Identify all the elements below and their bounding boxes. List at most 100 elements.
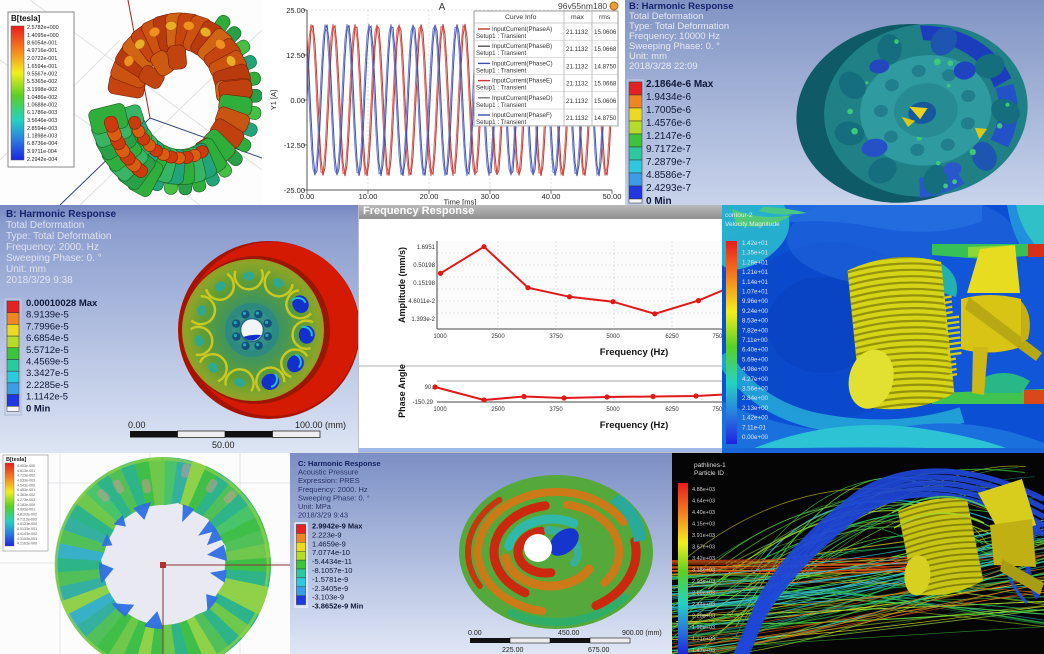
svg-text:3.67e+03: 3.67e+03 (692, 545, 715, 551)
svg-text:1.35e+01: 1.35e+01 (742, 250, 769, 257)
svg-text:max: max (571, 14, 584, 21)
svg-text:2.93e+03: 2.93e+03 (692, 579, 715, 585)
svg-text:2.2285e-5: 2.2285e-5 (26, 380, 69, 391)
svg-text:1.393e-2: 1.393e-2 (411, 317, 435, 323)
svg-text:InputCurrent(PhaseE): InputCurrent(PhaseE) (492, 78, 552, 85)
svg-text:0 Min: 0 Min (26, 403, 50, 414)
svg-text:21.1132: 21.1132 (566, 98, 588, 105)
svg-text:3.5646e-003: 3.5646e-003 (27, 118, 57, 124)
svg-text:2.1864e-6 Max: 2.1864e-6 Max (646, 79, 714, 90)
svg-text:14.8750: 14.8750 (594, 63, 617, 70)
svg-text:21.1132: 21.1132 (566, 81, 588, 88)
svg-text:A: A (439, 2, 446, 13)
svg-text:3.9711e-004: 3.9711e-004 (27, 149, 57, 155)
svg-text:9.7172e-7: 9.7172e-7 (646, 144, 691, 155)
svg-text:Frequency: 2000. Hz: Frequency: 2000. Hz (298, 485, 368, 494)
svg-text:contour-2: contour-2 (725, 212, 753, 219)
svg-text:4.633e-003: 4.633e-003 (17, 479, 35, 483)
svg-text:4.9716e-001: 4.9716e-001 (27, 48, 57, 54)
svg-text:1.07e+01: 1.07e+01 (742, 289, 769, 296)
svg-text:4.88e+03: 4.88e+03 (692, 487, 715, 493)
svg-text:9.96e+00: 9.96e+00 (742, 298, 769, 305)
svg-text:2.69e+03: 2.69e+03 (692, 591, 715, 597)
svg-text:0.00: 0.00 (128, 420, 146, 430)
svg-text:4.6123e-000: 4.6123e-000 (17, 522, 37, 526)
svg-text:InputCurrent(PhaseD): InputCurrent(PhaseD) (492, 95, 553, 102)
svg-text:InputCurrent(PhaseB): InputCurrent(PhaseB) (492, 43, 552, 50)
svg-text:4.40e+03: 4.40e+03 (692, 510, 715, 516)
svg-text:4.4569e-5: 4.4569e-5 (26, 357, 69, 368)
svg-text:Acoustic Pressure: Acoustic Pressure (298, 468, 358, 477)
svg-text:4.2163e-000: 4.2163e-000 (17, 542, 37, 546)
svg-text:7.11e-01: 7.11e-01 (742, 424, 767, 431)
svg-text:-5.4434e-11: -5.4434e-11 (312, 557, 352, 566)
svg-text:4.4143e-002: 4.4143e-002 (17, 532, 37, 536)
svg-text:2018/3/29 9:43: 2018/3/29 9:43 (298, 511, 348, 520)
svg-text:2.2942e-004: 2.2942e-004 (27, 157, 57, 163)
svg-text:7.7996e-5: 7.7996e-5 (26, 321, 69, 332)
svg-text:4.273e-003: 4.273e-003 (17, 498, 35, 502)
svg-text:1.47e+03: 1.47e+03 (692, 648, 715, 654)
svg-text:Setup1 : Transient: Setup1 : Transient (476, 33, 526, 40)
svg-text:InputCurrent(PhaseF): InputCurrent(PhaseF) (492, 112, 552, 119)
svg-text:1.2147e-6: 1.2147e-6 (646, 131, 691, 142)
svg-text:1.9434e-6: 1.9434e-6 (646, 92, 691, 103)
svg-text:4.8103e-002: 4.8103e-002 (17, 513, 37, 517)
svg-text:5.5365e-002: 5.5365e-002 (27, 79, 57, 85)
svg-text:15.0606: 15.0606 (594, 29, 617, 36)
svg-text:Unit: MPa: Unit: MPa (298, 502, 332, 511)
svg-text:4.183e-000: 4.183e-000 (17, 503, 35, 507)
svg-text:1000: 1000 (433, 407, 447, 413)
svg-text:15.0606: 15.0606 (594, 98, 617, 105)
svg-text:1.0486e-002: 1.0486e-002 (27, 95, 57, 101)
svg-text:Setup1 : Transient: Setup1 : Transient (476, 50, 526, 57)
svg-text:Setup1 : Transient: Setup1 : Transient (476, 85, 526, 92)
svg-text:1.6951: 1.6951 (417, 245, 436, 251)
svg-text:B[tesla]: B[tesla] (11, 14, 41, 23)
svg-text:450.00: 450.00 (558, 630, 580, 637)
svg-text:Setup1 : Transient: Setup1 : Transient (476, 102, 526, 109)
svg-text:4.723e-002: 4.723e-002 (17, 474, 35, 478)
svg-text:Frequency: 2000. Hz: Frequency: 2000. Hz (6, 242, 99, 253)
svg-text:rms: rms (599, 14, 611, 21)
svg-text:2.13e+00: 2.13e+00 (742, 405, 769, 412)
svg-text:Phase Angle: Phase Angle (397, 364, 407, 418)
svg-text:2018/3/28 22:09: 2018/3/28 22:09 (629, 61, 698, 72)
svg-text:21.1132: 21.1132 (566, 29, 588, 36)
svg-text:1.71e+03: 1.71e+03 (692, 637, 715, 643)
svg-text:1.1898e-003: 1.1898e-003 (27, 134, 57, 140)
svg-text:4.543e-000: 4.543e-000 (17, 483, 35, 487)
svg-text:9.24e+00: 9.24e+00 (742, 308, 769, 315)
svg-text:Frequency (Hz): Frequency (Hz) (600, 420, 669, 431)
svg-text:2018/3/29 9:38: 2018/3/29 9:38 (6, 275, 73, 286)
svg-text:7.0774e-10: 7.0774e-10 (312, 548, 350, 557)
svg-text:2.223e-9: 2.223e-9 (312, 530, 342, 539)
svg-text:7.82e+00: 7.82e+00 (742, 327, 769, 334)
svg-text:Particle ID: Particle ID (694, 470, 724, 477)
svg-text:5.5712e-5: 5.5712e-5 (26, 345, 69, 356)
svg-text:Amplitude (mm/s): Amplitude (mm/s) (397, 247, 407, 323)
svg-text:4.363e-002: 4.363e-002 (17, 493, 35, 497)
svg-text:1.42e+00: 1.42e+00 (742, 415, 769, 422)
svg-text:2.9942e-9 Max: 2.9942e-9 Max (312, 522, 363, 531)
svg-text:5000: 5000 (606, 334, 620, 340)
svg-text:6.8736e-004: 6.8736e-004 (27, 141, 57, 147)
svg-text:Velocity Magnitude: Velocity Magnitude (725, 221, 780, 228)
svg-text:1.4576e-6: 1.4576e-6 (646, 118, 691, 129)
svg-text:1.4659e-9: 1.4659e-9 (312, 539, 346, 548)
svg-text:B[tesla]: B[tesla] (6, 457, 26, 463)
svg-text:7.11e+00: 7.11e+00 (742, 337, 768, 344)
svg-text:3750: 3750 (549, 334, 563, 340)
svg-text:9.5567e-002: 9.5567e-002 (27, 72, 57, 78)
svg-text:Time [ms]: Time [ms] (444, 198, 477, 206)
svg-text:4.3153e-003: 4.3153e-003 (17, 537, 37, 541)
svg-text:225.00: 225.00 (502, 647, 524, 654)
svg-text:1.0688e-002: 1.0688e-002 (27, 103, 57, 109)
svg-text:7.2879e-7: 7.2879e-7 (646, 157, 691, 168)
svg-text:0 Min: 0 Min (646, 196, 672, 205)
svg-text:50.00: 50.00 (603, 192, 622, 201)
svg-text:C: Harmonic Response: C: Harmonic Response (298, 459, 381, 468)
svg-text:1.42e+01: 1.42e+01 (742, 240, 769, 247)
svg-text:Sweeping Phase: 0. °: Sweeping Phase: 0. ° (298, 493, 370, 502)
svg-text:InputCurrent(PhaseC): InputCurrent(PhaseC) (492, 60, 553, 67)
